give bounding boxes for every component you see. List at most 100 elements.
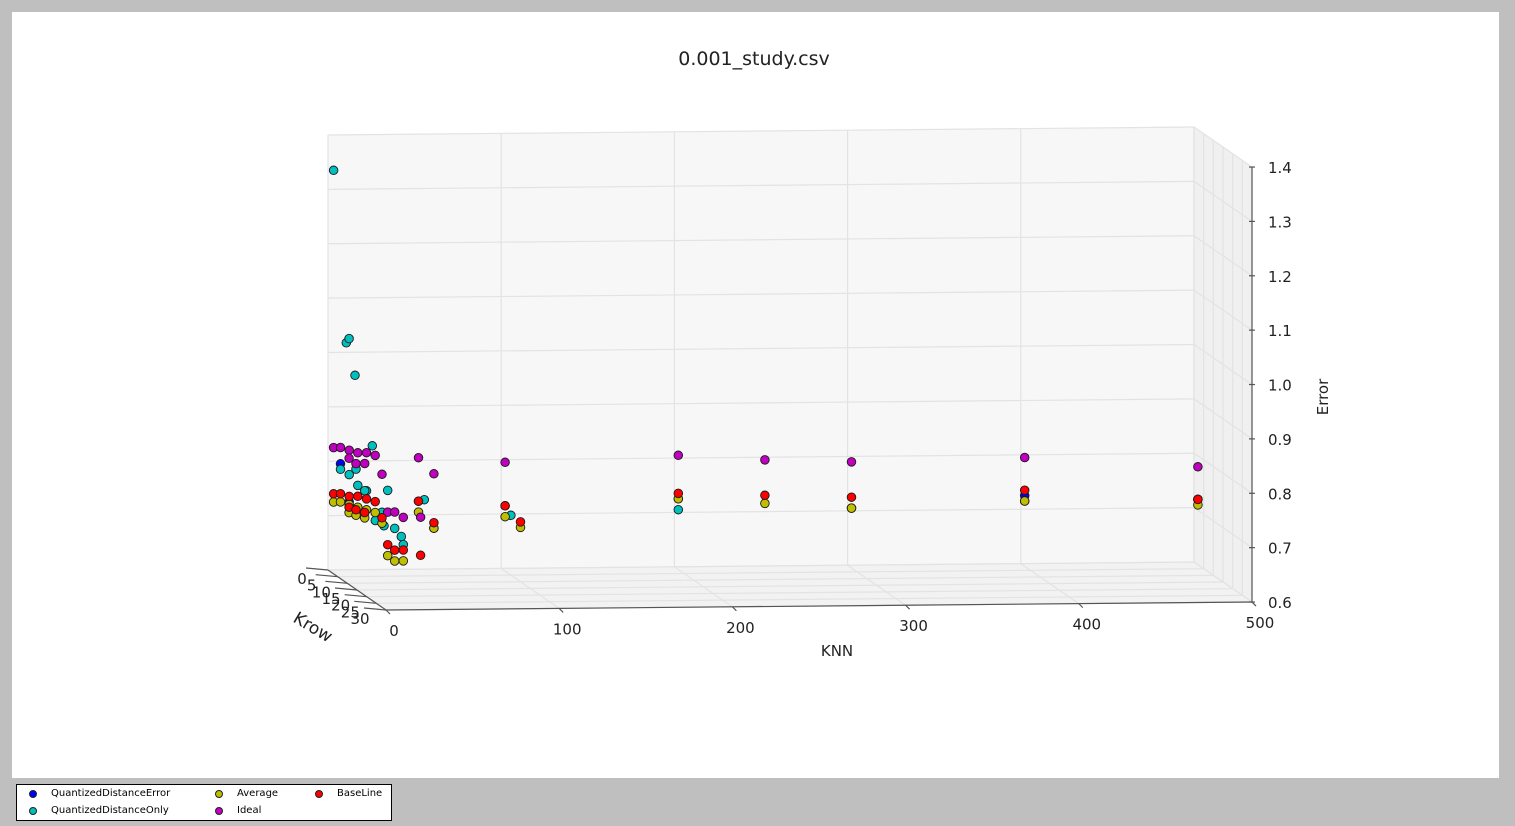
grid-line-krow [356, 581, 1224, 591]
data-point-base-line [398, 545, 409, 555]
data-point-base-line [1193, 494, 1203, 505]
x-tick-label: 0 [389, 622, 399, 640]
y-tick-mark [354, 600, 377, 604]
data-point-ideal [344, 453, 354, 464]
grid-line-error [327, 126, 1195, 136]
data-point-average [389, 556, 400, 566]
y-tick-label: 0 [297, 570, 307, 588]
data-point-ideal [429, 469, 439, 479]
y-tick-mark [315, 574, 338, 578]
data-point-base-line [846, 492, 857, 502]
grid-line-error [327, 289, 1195, 299]
data-point-base-line [359, 507, 370, 518]
y-tick-mark [305, 567, 329, 571]
data-point-base-line [361, 494, 372, 504]
y-tick-label: 25 [341, 603, 360, 621]
z-tick-label: 1.3 [1268, 213, 1292, 231]
y-tick-label: 5 [307, 577, 317, 595]
y-tick-label: 30 [350, 610, 369, 628]
grid-line-krow [376, 594, 1243, 604]
data-point-quantized-distance-only [367, 441, 378, 451]
grid-line-krow [366, 588, 1233, 598]
z-axis-label: Error [1314, 378, 1332, 415]
data-point-ideal [370, 450, 380, 461]
x-axis-line [385, 601, 1253, 611]
data-point-ideal [500, 457, 510, 468]
x-tick-mark [1078, 603, 1084, 609]
z-tick-label: 0.9 [1268, 431, 1292, 449]
y-tick-mark [363, 607, 387, 611]
legend-label: Average [237, 788, 279, 799]
grid-line-error [327, 507, 1195, 517]
data-point-ideal [351, 458, 361, 469]
legend-label: Ideal [237, 805, 262, 816]
data-point-ideal [389, 507, 400, 517]
data-point-ideal [413, 452, 424, 463]
z-tick-label: 1.0 [1268, 377, 1292, 395]
scatter-3d-chart: 0 100 200 300 400 5000.60.70.80.91.01.11.21.3… [289, 48, 1332, 660]
legend-marker [315, 790, 323, 798]
data-point-ideal [344, 445, 354, 455]
x-axis-label: KNN [821, 642, 853, 660]
y-tick-mark [325, 580, 348, 584]
z-tick-label: 0.7 [1268, 540, 1292, 558]
data-point-quantized-distance-only [335, 464, 346, 475]
legend-marker [215, 790, 223, 798]
z-tick-label: 0.6 [1268, 594, 1292, 612]
y-axis-label: Krow [289, 608, 335, 647]
axes: 0 100 200 300 400 5000.60.70.80.91.01.11.21.3… [297, 159, 1292, 640]
data-point-base-line [351, 505, 361, 515]
legend-label: QuantizedDistanceError [51, 788, 171, 799]
data-point-base-line [344, 491, 354, 502]
data-point-base-line [415, 550, 426, 561]
data-point-quantized-distance-only [673, 504, 684, 515]
data-points [328, 165, 1203, 566]
x-tick-mark [1251, 601, 1257, 607]
grid-line-error [327, 398, 1195, 408]
data-point-ideal [361, 447, 372, 458]
grid-line-error [327, 235, 1195, 245]
data-point-quantized-distance-only [396, 531, 407, 542]
x-tick-mark [385, 609, 391, 615]
grid-lines [327, 126, 1253, 611]
data-point-base-line [1019, 485, 1030, 495]
data-point-average [500, 511, 510, 522]
data-point-average [370, 507, 380, 518]
data-point-quantized-distance-only [382, 485, 393, 496]
grid-line-krow [347, 574, 1214, 584]
data-point-base-line [370, 496, 380, 507]
grid-line-error [327, 343, 1195, 354]
y-tick-label: 15 [321, 590, 340, 608]
data-point-base-line [500, 501, 510, 511]
chart-title: 0.001_study.csv [678, 48, 830, 70]
x-tick-label: 300 [899, 617, 928, 635]
z-tick-label: 1.4 [1268, 159, 1292, 177]
legend-marker [215, 807, 223, 815]
legend: QuantizedDistanceError QuantizedDistance… [16, 784, 392, 821]
data-point-base-line [382, 539, 393, 550]
data-point-base-line [335, 488, 346, 499]
data-point-average [382, 550, 393, 561]
y-tick-label: 20 [331, 597, 350, 615]
data-point-base-line [413, 496, 424, 506]
x-tick-mark [558, 607, 564, 613]
data-point-average [846, 503, 857, 513]
data-point-average [398, 556, 409, 566]
data-point-quantized-distance-only [328, 165, 339, 176]
data-point-ideal [353, 448, 363, 458]
z-tick-label: 0.8 [1268, 485, 1292, 503]
x-tick-label: 500 [1246, 614, 1275, 632]
grid-line-krow [337, 568, 1204, 578]
x-tick-mark [731, 606, 737, 612]
data-point-base-line [515, 517, 526, 527]
data-point-ideal [377, 469, 387, 480]
grid-line-error [327, 180, 1195, 190]
data-point-ideal [335, 442, 346, 453]
data-point-quantized-distance-only [344, 469, 354, 480]
legend-label: QuantizedDistanceOnly [51, 805, 169, 816]
legend-marker [29, 807, 37, 815]
y-tick-mark [344, 594, 367, 598]
grid-line-krow [327, 561, 1195, 571]
z-tick-label: 1.1 [1268, 322, 1292, 340]
data-point-ideal [760, 455, 770, 465]
